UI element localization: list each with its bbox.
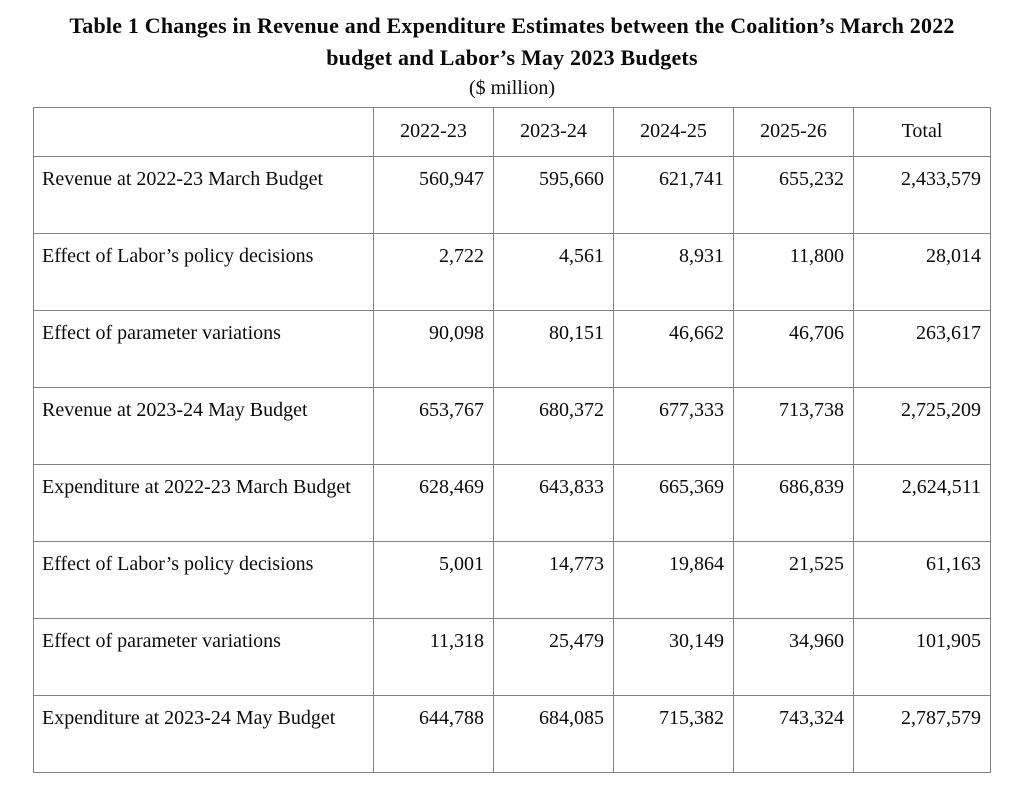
table-row: Expenditure at 2023-24 May Budget 644,78… [33, 694, 991, 773]
table-cell: 2,722 [373, 232, 494, 311]
table-cell: 61,163 [853, 540, 991, 619]
table-cell: 34,960 [733, 617, 854, 696]
table-cell: 677,333 [613, 386, 734, 465]
row-label: Revenue at 2023-24 May Budget [33, 386, 374, 465]
table-cell: 2,787,579 [853, 694, 991, 773]
table-row: Effect of parameter variations 11,318 25… [33, 617, 991, 696]
table-cell: 30,149 [613, 617, 734, 696]
table-cell: 715,382 [613, 694, 734, 773]
table-cell: 25,479 [493, 617, 614, 696]
table-cell: 4,561 [493, 232, 614, 311]
table-cell: 46,662 [613, 309, 734, 388]
row-label: Effect of Labor’s policy decisions [33, 540, 374, 619]
table-cell: 80,151 [493, 309, 614, 388]
table-cell: 8,931 [613, 232, 734, 311]
table-cell: 5,001 [373, 540, 494, 619]
table-cell: 28,014 [853, 232, 991, 311]
column-header-2025-26: 2025-26 [733, 106, 854, 157]
table-cell: 2,433,579 [853, 155, 991, 234]
table-cell: 90,098 [373, 309, 494, 388]
table-cell: 621,741 [613, 155, 734, 234]
table-cell: 595,660 [493, 155, 614, 234]
column-header-total: Total [853, 106, 991, 157]
table-row: Revenue at 2023-24 May Budget 653,767 68… [33, 386, 991, 465]
table-title: Table 1 Changes in Revenue and Expenditu… [69, 13, 955, 70]
table-cell: 14,773 [493, 540, 614, 619]
table-cell: 743,324 [733, 694, 854, 773]
table-cell: 2,624,511 [853, 463, 991, 542]
table-row: Expenditure at 2022-23 March Budget 628,… [33, 463, 991, 542]
row-label: Revenue at 2022-23 March Budget [33, 155, 374, 234]
table-unit-label: ($ million) [468, 76, 556, 99]
table-cell: 46,706 [733, 309, 854, 388]
table-cell: 21,525 [733, 540, 854, 619]
table-cell: 263,617 [853, 309, 991, 388]
row-label: Effect of parameter variations [33, 617, 374, 696]
column-header-2024-25: 2024-25 [613, 106, 734, 157]
table-row: Effect of Labor’s policy decisions 5,001… [33, 540, 991, 619]
table-row: Effect of parameter variations 90,098 80… [33, 309, 991, 388]
table-cell: 653,767 [373, 386, 494, 465]
row-label: Effect of parameter variations [33, 309, 374, 388]
table-cell: 665,369 [613, 463, 734, 542]
table-cell: 2,725,209 [853, 386, 991, 465]
table-cell: 19,864 [613, 540, 734, 619]
table-row: Revenue at 2022-23 March Budget 560,947 … [33, 155, 991, 234]
table-cell: 686,839 [733, 463, 854, 542]
table-cell: 684,085 [493, 694, 614, 773]
table-cell: 655,232 [733, 155, 854, 234]
row-label: Expenditure at 2023-24 May Budget [33, 694, 374, 773]
budget-table: 2022-23 2023-24 2024-25 2025-26 Total Re… [33, 106, 991, 773]
table-cell: 11,318 [373, 617, 494, 696]
column-header-2023-24: 2023-24 [493, 106, 614, 157]
table-cell: 11,800 [733, 232, 854, 311]
table-cell: 560,947 [373, 155, 494, 234]
column-header-blank [33, 106, 374, 157]
row-label: Expenditure at 2022-23 March Budget [33, 463, 374, 542]
table-cell: 628,469 [373, 463, 494, 542]
table-cell: 680,372 [493, 386, 614, 465]
row-label: Effect of Labor’s policy decisions [33, 232, 374, 311]
table-cell: 643,833 [493, 463, 614, 542]
table-row: Effect of Labor’s policy decisions 2,722… [33, 232, 991, 311]
column-header-2022-23: 2022-23 [373, 106, 494, 157]
table-cell: 713,738 [733, 386, 854, 465]
header-row: 2022-23 2023-24 2024-25 2025-26 Total [33, 106, 991, 157]
table-cell: 101,905 [853, 617, 991, 696]
table-cell: 644,788 [373, 694, 494, 773]
